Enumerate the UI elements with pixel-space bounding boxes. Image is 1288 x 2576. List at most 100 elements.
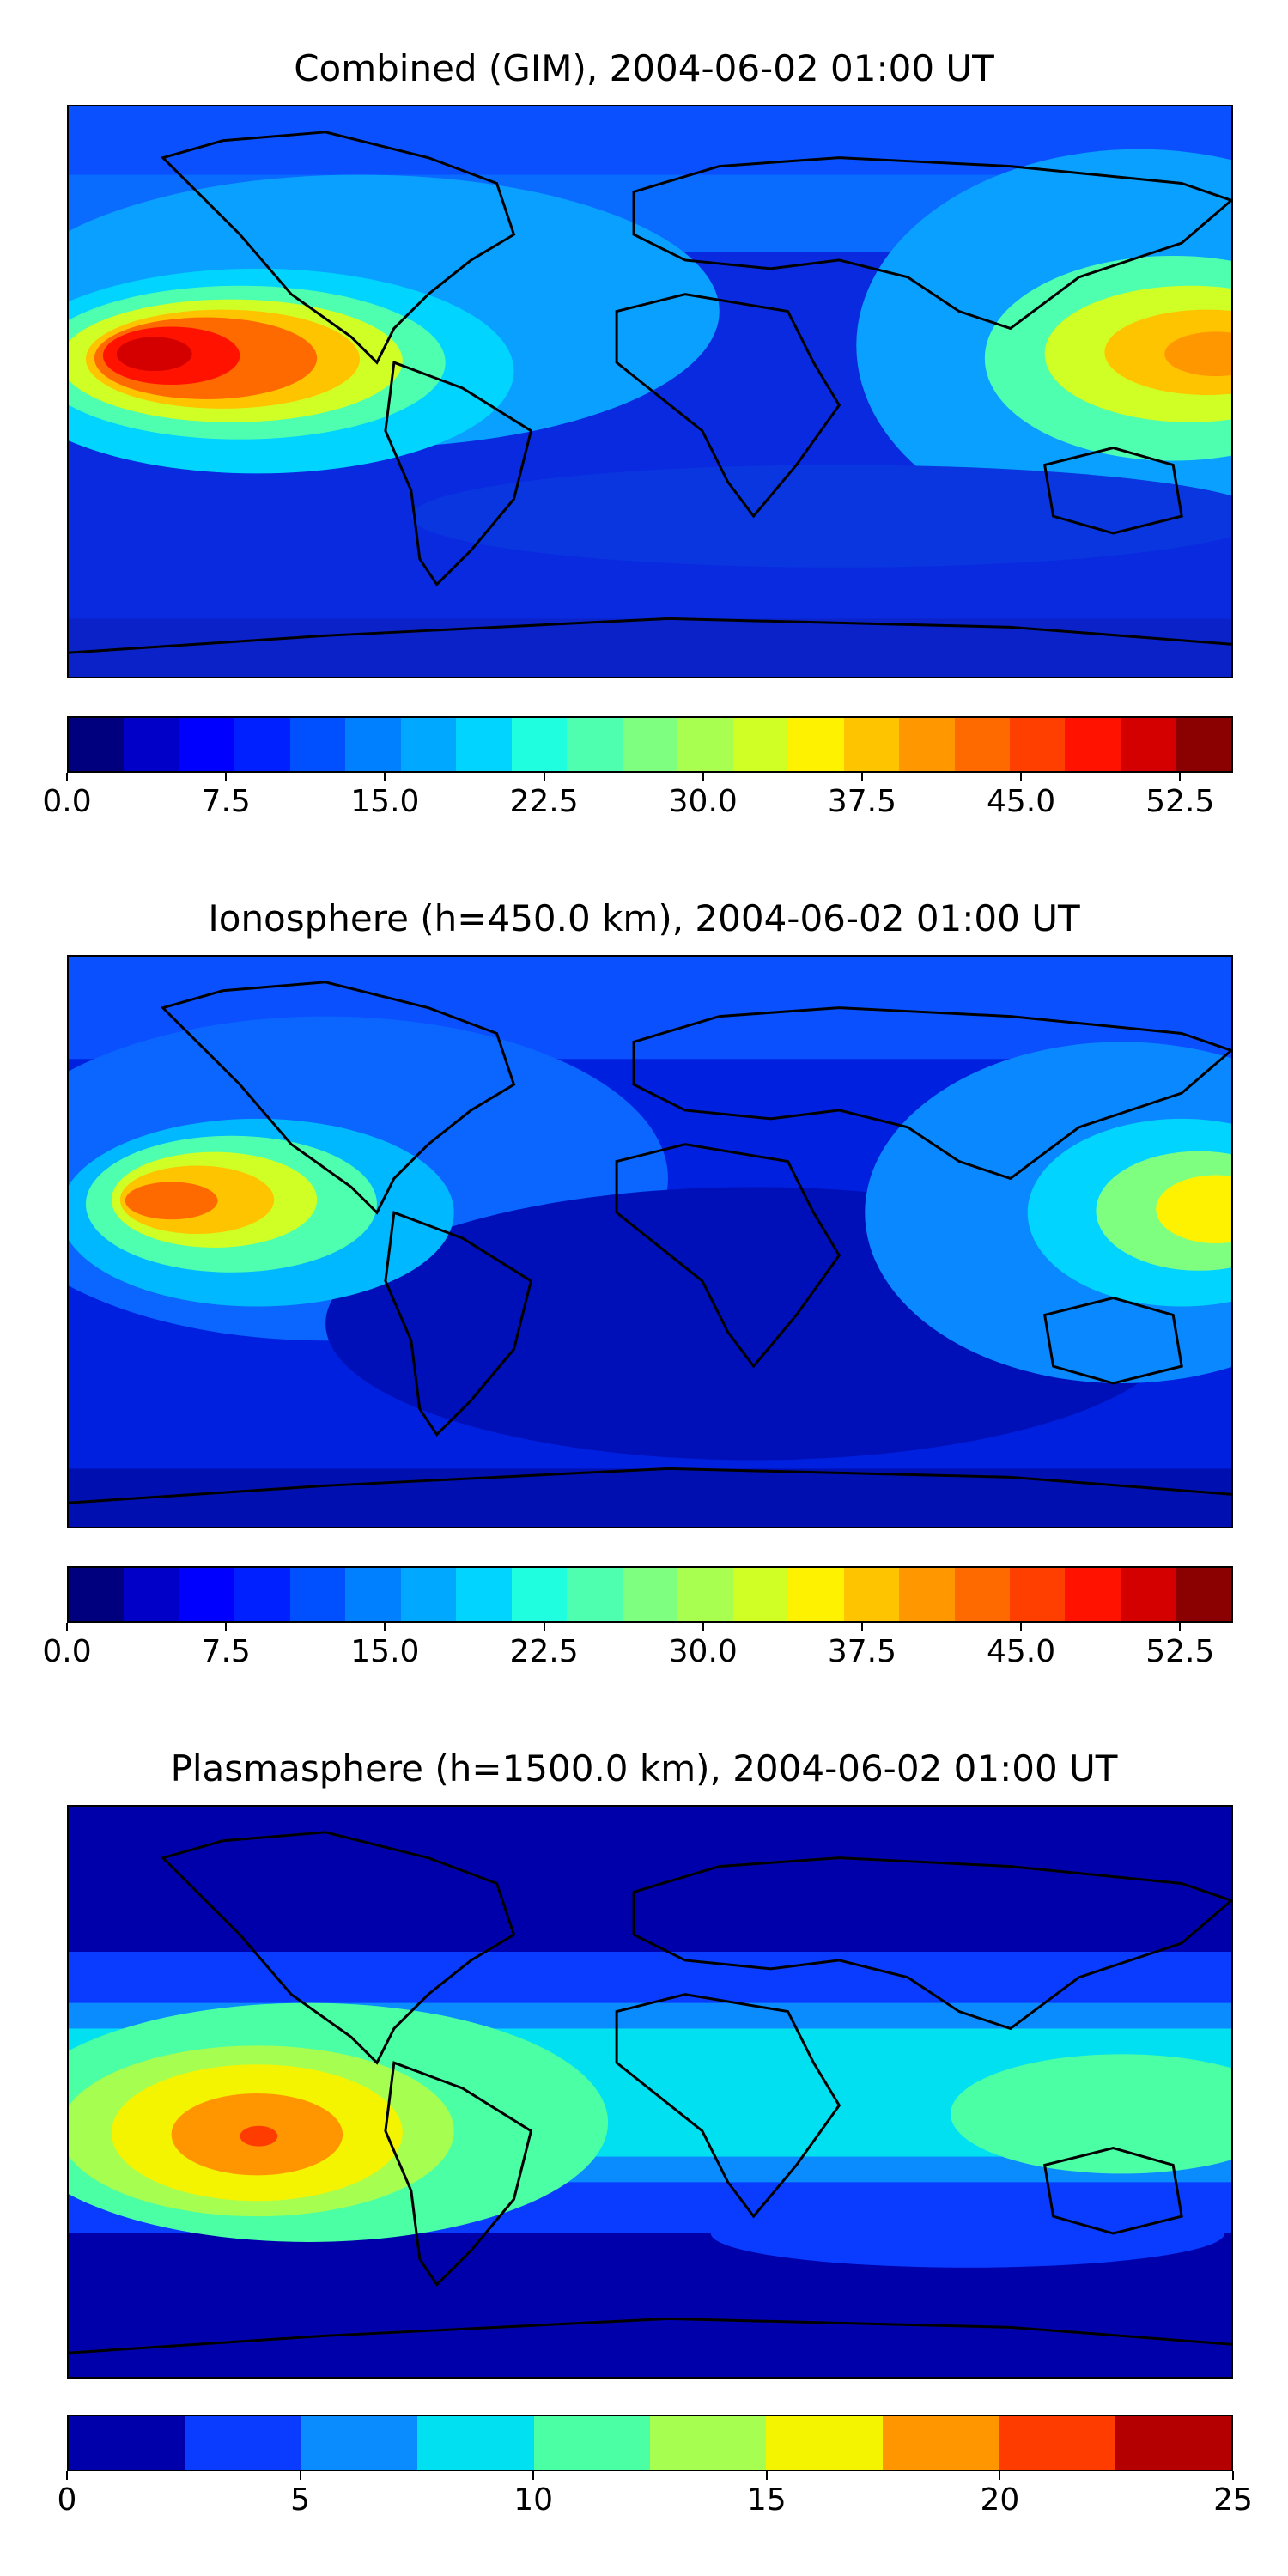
colorbar-segment: [345, 1568, 401, 1621]
map-ionosphere: [67, 955, 1233, 1528]
colorbar-segment: [766, 2416, 883, 2470]
colorbar-segment: [69, 718, 125, 771]
colorbar-tick-label: 45.0: [987, 1634, 1056, 1669]
colorbar-tick-mark: [66, 1623, 68, 1631]
colorbar-segment: [124, 1568, 179, 1621]
colorbar-segment: [179, 1568, 235, 1621]
colorbar-tick-label: 45.0: [987, 784, 1056, 819]
colorbar-segment: [289, 718, 346, 771]
colorbar-tick-label: 15.0: [350, 784, 420, 819]
colorbar-tick-mark: [1179, 773, 1182, 781]
colorbar-tick-mark: [66, 2471, 68, 2480]
colorbar-tick-mark: [543, 773, 545, 781]
colorbar-tick-mark: [384, 1623, 386, 1631]
colorbar-tick-label: 15.0: [350, 1634, 420, 1669]
colorbar-tick-label: 7.5: [201, 1634, 251, 1669]
colorbar-tick-label: 5: [290, 2482, 311, 2518]
colorbar-tick-label: 30.0: [668, 1634, 738, 1669]
colorbar-segment: [124, 718, 179, 771]
colorbar-tick-label: 52.5: [1145, 784, 1215, 819]
colorbar-segment: [1176, 1568, 1231, 1621]
colorbar-tick-label: 22.5: [509, 1634, 579, 1669]
panel-title-ionosphere: Ionosphere (h=450.0 km), 2004-06-02 01:0…: [208, 897, 1080, 939]
map-plasmasphere: [67, 1805, 1233, 2379]
colorbar-tick-mark: [702, 1623, 704, 1631]
colorbar-segment: [511, 718, 568, 771]
colorbar-segment: [843, 718, 900, 771]
colorbar-segment: [1065, 1568, 1121, 1621]
colorbar-segment: [677, 718, 733, 771]
colorbar-segment: [732, 718, 789, 771]
colorbar-tick-mark: [1232, 2471, 1234, 2480]
colorbar-segment: [1120, 718, 1176, 771]
colorbar-segment: [954, 718, 1010, 771]
colorbar-tick-mark: [532, 2471, 535, 2480]
colorbar-segment: [456, 1568, 512, 1621]
colorbar-combined: [67, 716, 1233, 773]
colorbar-tick-mark: [1020, 1623, 1023, 1631]
colorbar-segment: [899, 1568, 955, 1621]
colorbar-ionosphere: [67, 1566, 1233, 1623]
colorbar-tick-mark: [765, 2471, 768, 2480]
colorbar-segment: [622, 1568, 678, 1621]
colorbar-tick-label: 0.0: [42, 1634, 92, 1669]
colorbar-segment: [289, 1568, 346, 1621]
colorbar-tick-mark: [543, 1623, 545, 1631]
colorbar-segment: [400, 718, 457, 771]
colorbar-tick-mark: [860, 1623, 863, 1631]
colorbar-segment: [179, 718, 235, 771]
colorbar-segment: [417, 2416, 534, 2470]
colorbar-segment: [622, 718, 678, 771]
colorbar-tick-label: 7.5: [201, 784, 251, 819]
colorbar-tick-label: 15: [746, 2482, 787, 2518]
colorbar-segment: [1120, 1568, 1176, 1621]
colorbar-segment: [567, 1568, 623, 1621]
colorbar-tick-mark: [225, 1623, 228, 1631]
colorbar-tick-mark: [225, 773, 228, 781]
colorbar-tick-label: 22.5: [509, 784, 579, 819]
colorbar-segment: [511, 1568, 568, 1621]
colorbar-segment: [234, 1568, 290, 1621]
colorbar-tick-label: 20: [980, 2482, 1020, 2518]
colorbar-tick-label: 10: [513, 2482, 554, 2518]
colorbar-segment: [899, 718, 955, 771]
colorbar-segment: [650, 2416, 767, 2470]
colorbar-tick-label: 25: [1213, 2482, 1253, 2518]
colorbar-tick-mark: [999, 2471, 1001, 2480]
colorbar-segment: [301, 2416, 418, 2470]
panel-title-combined: Combined (GIM), 2004-06-02 01:00 UT: [294, 47, 994, 89]
map-combined: [67, 105, 1233, 678]
colorbar-segment: [400, 1568, 457, 1621]
colorbar-tick-mark: [860, 773, 863, 781]
colorbar-plasmasphere: [67, 2415, 1233, 2471]
colorbar-segment: [732, 1568, 789, 1621]
colorbar-tick-mark: [66, 773, 68, 781]
panel-title-plasmasphere: Plasmasphere (h=1500.0 km), 2004-06-02 0…: [170, 1747, 1118, 1789]
colorbar-segment: [788, 1568, 844, 1621]
colorbar-segment: [69, 1568, 125, 1621]
colorbar-tick-mark: [384, 773, 386, 781]
colorbar-segment: [185, 2416, 301, 2470]
colorbar-segment: [1009, 718, 1066, 771]
colorbar-segment: [954, 1568, 1010, 1621]
colorbar-tick-mark: [702, 773, 704, 781]
colorbar-segment: [69, 2416, 185, 2470]
colorbar-segment: [345, 718, 401, 771]
colorbar-segment: [999, 2416, 1115, 2470]
colorbar-tick-label: 0.0: [42, 784, 92, 819]
colorbar-tick-label: 52.5: [1145, 1634, 1215, 1669]
colorbar-segment: [234, 718, 290, 771]
colorbar-tick-label: 37.5: [827, 1634, 896, 1669]
colorbar-segment: [1176, 718, 1231, 771]
colorbar-segment: [1009, 1568, 1066, 1621]
colorbar-segment: [1115, 2416, 1232, 2470]
colorbar-segment: [788, 718, 844, 771]
colorbar-segment: [533, 2416, 651, 2470]
colorbar-segment: [1065, 718, 1121, 771]
colorbar-tick-mark: [299, 2471, 301, 2480]
colorbar-segment: [843, 1568, 900, 1621]
colorbar-segment: [456, 718, 512, 771]
colorbar-segment: [677, 1568, 733, 1621]
colorbar-tick-label: 37.5: [827, 784, 896, 819]
colorbar-tick-mark: [1179, 1623, 1182, 1631]
